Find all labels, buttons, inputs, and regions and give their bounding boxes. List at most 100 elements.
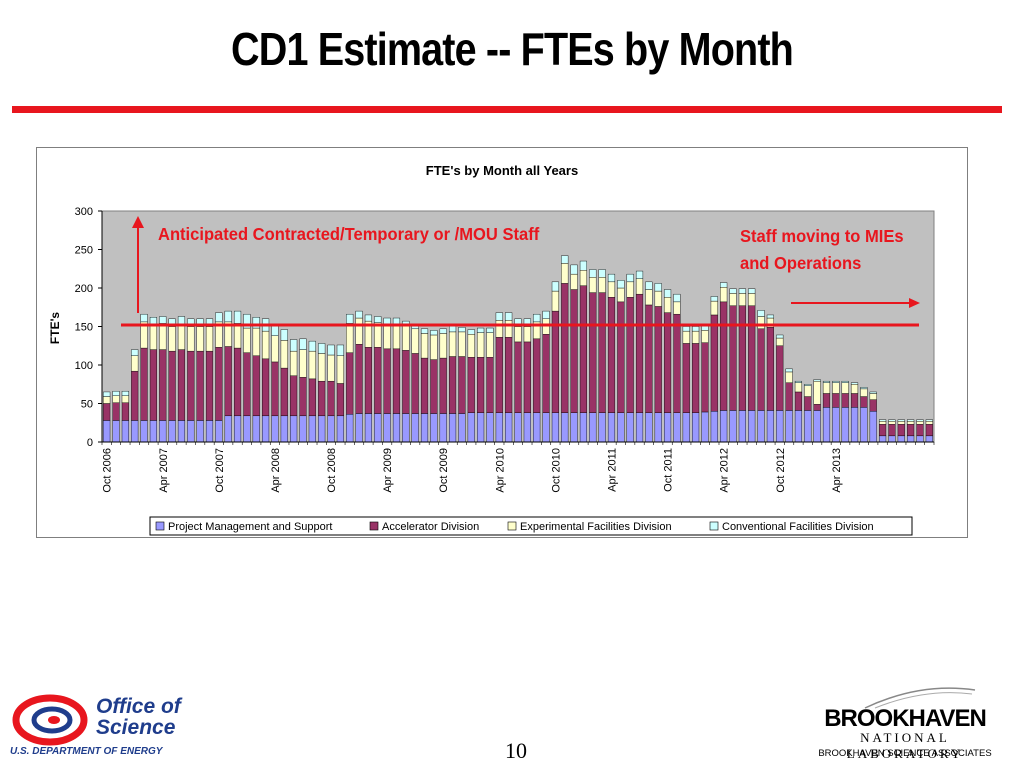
bar-accel-32: [402, 350, 410, 414]
bar-pm-77: [822, 407, 831, 443]
bar-exp-19: [280, 340, 288, 369]
bar-conv-84: [888, 419, 896, 422]
bar-pm-41: [486, 412, 494, 443]
bar-accel-40: [477, 357, 485, 413]
bar-pm-62: [682, 412, 690, 443]
bar-accel-31: [392, 348, 401, 414]
bnl-swoosh-icon: [864, 687, 976, 709]
bar-accel-71: [766, 327, 774, 411]
bar-exp-27: [355, 317, 363, 345]
bar-exp-65: [710, 300, 718, 316]
bar-exp-7: [168, 326, 176, 352]
bar-pm-85: [897, 435, 905, 443]
bar-pm-24: [327, 415, 335, 443]
bar-accel-6: [159, 349, 167, 421]
bar-accel-30: [383, 348, 391, 414]
bar-exp-69: [748, 293, 756, 306]
bar-pm-86: [907, 435, 915, 443]
bar-accel-77: [822, 393, 831, 408]
bar-pm-45: [523, 412, 531, 443]
bar-exp-59: [654, 290, 662, 307]
x-tick-label-0: Oct 2006: [102, 448, 114, 493]
bar-conv-53: [598, 269, 606, 278]
bar-exp-35: [430, 334, 438, 360]
legend-label-pm: Project Management and Support: [168, 521, 333, 533]
bar-conv-3: [131, 349, 139, 356]
axes-group: 0 50 100 150 200 250 300 Oct 2006 Apr 2007 Oct 20…: [75, 206, 935, 493]
bar-pm-76: [813, 410, 821, 443]
bar-conv-40: [477, 327, 485, 333]
bar-conv-10: [196, 318, 204, 327]
bar-pm-55: [617, 412, 625, 443]
bar-accel-51: [579, 285, 588, 413]
x-tick-label-2: Oct 2007: [214, 448, 226, 493]
up-arrow-head: [132, 216, 144, 228]
bar-pm-9: [187, 420, 195, 443]
bar-exp-86: [907, 421, 915, 425]
bar-conv-24: [327, 344, 335, 356]
bar-conv-27: [355, 310, 363, 319]
bar-pm-50: [570, 412, 578, 443]
bar-exp-17: [262, 330, 270, 360]
bar-pm-44: [514, 412, 522, 443]
bar-exp-43: [505, 320, 513, 338]
bar-accel-17: [262, 358, 270, 417]
bar-accel-61: [673, 313, 681, 413]
bar-conv-61: [673, 293, 681, 303]
bar-pm-15: [243, 415, 251, 443]
bar-conv-47: [542, 310, 550, 320]
bar-exp-48: [551, 290, 559, 312]
bar-exp-14: [233, 323, 242, 349]
bar-accel-62: [682, 343, 690, 413]
bar-exp-61: [673, 301, 681, 315]
bar-exp-74: [794, 382, 803, 393]
bar-accel-58: [645, 304, 653, 413]
bar-pm-2: [121, 420, 129, 443]
bar-pm-21: [299, 415, 307, 443]
bar-pm-36: [439, 413, 447, 443]
bar-conv-55: [617, 280, 625, 289]
bar-pm-23: [318, 415, 326, 443]
bar-exp-84: [888, 421, 896, 425]
bar-accel-4: [140, 347, 148, 421]
bar-conv-71: [766, 314, 774, 319]
bar-conv-4: [140, 313, 148, 323]
bar-exp-24: [327, 354, 335, 382]
bar-accel-52: [589, 292, 597, 413]
y-tick-label-150: 150: [75, 322, 93, 334]
bar-pm-13: [224, 415, 232, 443]
bar-pm-56: [626, 412, 634, 443]
bar-conv-66: [720, 282, 728, 288]
bar-accel-87: [916, 424, 924, 437]
bar-exp-32: [402, 325, 410, 351]
x-tick-label-12: Oct 2012: [775, 448, 787, 493]
bar-accel-70: [757, 328, 765, 411]
right-arrow-head: [909, 298, 920, 308]
bar-conv-35: [430, 330, 438, 336]
bar-exp-33: [411, 328, 419, 354]
bar-accel-60: [664, 312, 672, 413]
bar-conv-15: [243, 313, 251, 329]
bar-exp-42: [495, 320, 503, 338]
legend-label-exp: Experimental Facilities Division: [520, 521, 672, 533]
bar-exp-54: [607, 281, 616, 298]
bar-pm-74: [794, 410, 803, 443]
bar-conv-16: [252, 317, 260, 329]
bar-accel-20: [290, 375, 298, 417]
bar-pm-81: [860, 407, 868, 443]
bar-pm-19: [280, 415, 288, 443]
legend-swatch-exp: [507, 521, 517, 531]
bar-conv-1: [112, 390, 120, 396]
chart-frame: FTE's by Month all Years 0 50 100 150 200 250…: [36, 147, 968, 538]
bar-pm-65: [710, 411, 718, 443]
bar-exp-11: [205, 326, 214, 352]
bar-pm-43: [505, 412, 513, 443]
bar-conv-73: [785, 368, 793, 373]
bar-pm-49: [561, 412, 569, 443]
bars-group: [103, 255, 933, 443]
bar-conv-12: [215, 312, 223, 323]
bar-pm-53: [598, 412, 606, 443]
bar-accel-63: [692, 343, 700, 413]
bar-accel-85: [897, 424, 905, 437]
bar-conv-70: [757, 310, 765, 317]
